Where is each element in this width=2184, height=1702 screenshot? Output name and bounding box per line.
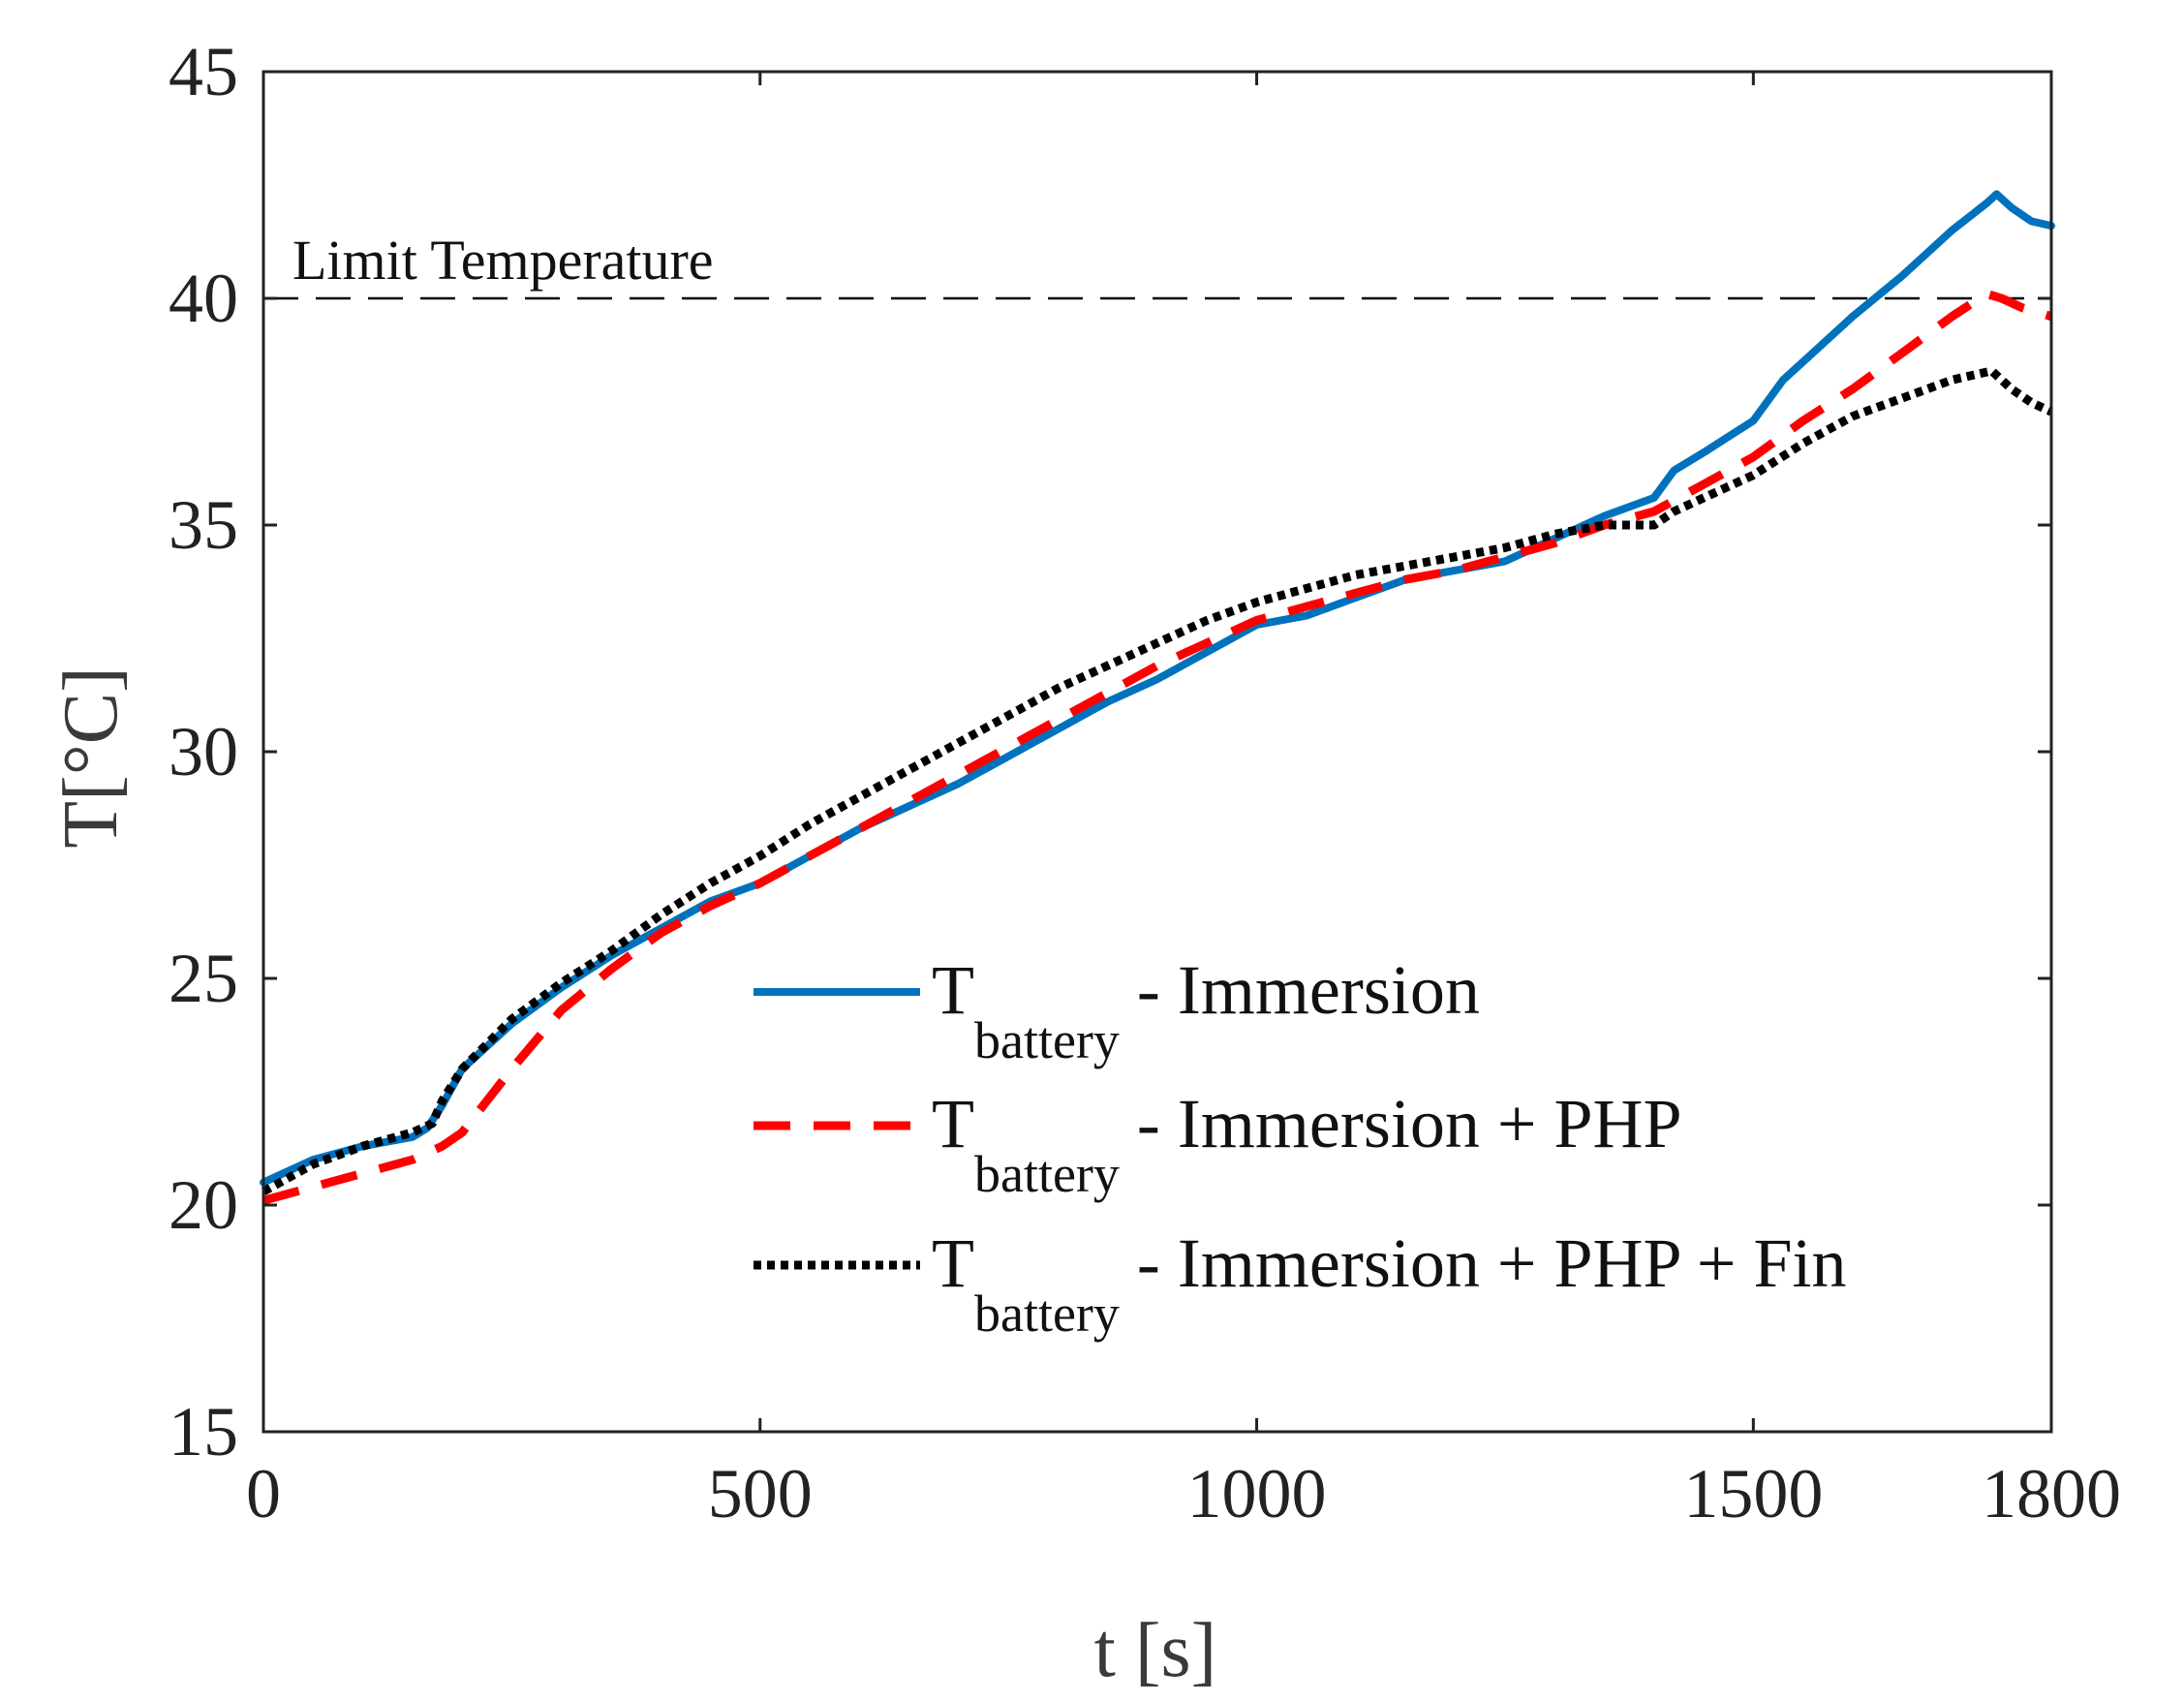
legend-label-2: Tbattery - Immersion + PHP: [932, 1085, 1682, 1203]
y-tick-label: 20: [169, 1166, 238, 1244]
x-tick-label: 500: [708, 1455, 813, 1532]
legend-label-rest: - Immersion + PHP + Fin: [1120, 1224, 1847, 1302]
legend-label-rest: - Immersion: [1120, 951, 1480, 1029]
x-tick-label: 1800: [1982, 1455, 2121, 1532]
series-layer: [260, 190, 2055, 1205]
x-tick-label: 1500: [1683, 1455, 1823, 1532]
legend-label-main: T: [932, 1224, 974, 1302]
legend-label-1: Tbattery - Immersion: [932, 951, 1480, 1069]
y-axis-tick-labels: 15 20 25 30 35 40 45: [169, 33, 238, 1470]
legend-label-3: Tbattery - Immersion + PHP + Fin: [932, 1224, 1847, 1343]
legend-label-subscript: battery: [974, 1284, 1120, 1343]
x-tick-label: 0: [246, 1455, 281, 1532]
x-tick-label: 1000: [1187, 1455, 1327, 1532]
tick-layer: [261, 70, 2053, 1434]
y-tick-label: 15: [169, 1393, 238, 1470]
y-tick-label: 40: [169, 260, 238, 337]
legend-label-subscript: battery: [974, 1145, 1120, 1203]
y-tick-label: 45: [169, 33, 238, 110]
y-axis-title: T[°C]: [48, 666, 134, 849]
y-tick-label: 30: [169, 713, 238, 790]
legend-label-main: T: [932, 1085, 974, 1162]
y-tick-label: 25: [169, 940, 238, 1017]
legend-label-rest: - Immersion + PHP: [1120, 1085, 1682, 1162]
series-line-1: [260, 190, 2055, 1187]
limit-temperature-label: Limit Temperature: [292, 229, 714, 292]
y-tick-label: 35: [169, 486, 238, 564]
series-line-2: [261, 289, 2053, 1205]
x-axis-tick-labels: 0 500 1000 1500 1800: [246, 1455, 2121, 1532]
legend-label-subscript: battery: [974, 1011, 1120, 1069]
x-axis-title: t [s]: [1094, 1608, 1217, 1693]
legend-label-main: T: [932, 951, 974, 1029]
series-line-3: [261, 366, 2053, 1195]
